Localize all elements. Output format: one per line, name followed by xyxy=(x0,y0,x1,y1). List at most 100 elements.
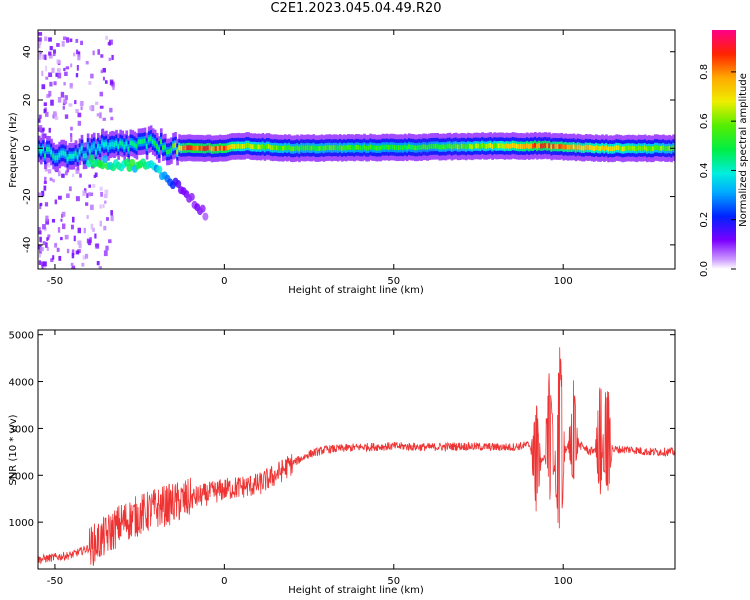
spectrogram-cell xyxy=(50,149,53,155)
spectrogram-cell xyxy=(312,145,316,150)
spectrogram-cell xyxy=(188,145,192,150)
spectrogram-frame xyxy=(37,29,676,270)
spectrogram-cell xyxy=(196,145,200,151)
spectrogram-cell xyxy=(590,145,594,151)
spectrogram-cell xyxy=(121,141,124,147)
spectrogram-cell xyxy=(656,145,659,151)
spectrogram-cell xyxy=(43,102,47,107)
spectrogram-cell xyxy=(88,192,91,197)
spectrogram-cell xyxy=(38,39,42,46)
spectrogram-cell xyxy=(102,117,106,121)
spectrogram-cell xyxy=(90,204,94,210)
spectrogram-cell xyxy=(460,143,464,149)
y-tick-label: -40 xyxy=(22,237,33,253)
spectrogram-cell xyxy=(105,141,108,147)
spectrogram-cell xyxy=(580,145,584,151)
spectrogram-cell xyxy=(43,108,47,114)
spectrogram-cell xyxy=(88,184,92,188)
spectrogram-x-ticks: -50 0 50 100 xyxy=(47,30,573,287)
spectrogram-cell xyxy=(105,35,109,40)
spectrogram-cell xyxy=(468,144,472,149)
spectrogram-cell xyxy=(64,114,69,119)
spectrogram-cell xyxy=(65,66,70,70)
spectrogram-cell xyxy=(320,145,324,151)
spectrogram-cell xyxy=(82,190,86,196)
spectrogram-cell xyxy=(190,145,194,151)
spectrogram-cell xyxy=(462,143,466,149)
spectrogram-cell xyxy=(40,247,44,252)
spectrogram-cell xyxy=(562,144,566,150)
spectrogram-cell xyxy=(60,91,65,98)
spectrogram-cell xyxy=(62,105,65,110)
spectrogram-cell xyxy=(347,144,350,150)
spectrogram-cell xyxy=(43,180,47,184)
spectrogram-cell xyxy=(102,155,109,164)
spectrogram-cell xyxy=(672,145,675,151)
spectrogram-cell xyxy=(75,38,79,43)
spectrogram-cell xyxy=(166,149,169,155)
spectrogram-cell xyxy=(92,50,95,56)
spectrogram-y-label: Frequency (Hz) xyxy=(8,112,19,188)
spectrogram-cell xyxy=(420,145,423,151)
spectrogram-cell xyxy=(334,145,338,151)
spectrogram-cell xyxy=(57,72,62,79)
spectrogram-cell xyxy=(88,106,92,110)
spectrogram-cell xyxy=(182,145,185,151)
spectrogram-cell xyxy=(519,143,523,149)
spectrogram-cell xyxy=(377,145,381,151)
spectrogram-cell xyxy=(76,64,79,71)
spectrogram-cell xyxy=(47,236,50,240)
spectrogram-cell xyxy=(473,143,476,149)
spectrogram-cell xyxy=(458,144,462,150)
spectrogram-cell xyxy=(570,144,574,150)
colorbar: 0.0 0.2 0.4 0.6 0.8 Normalized spectral ampl… xyxy=(699,30,749,277)
spectrogram-cell xyxy=(58,195,62,200)
spectrogram-cell xyxy=(77,112,82,118)
spectrogram-cell xyxy=(298,146,301,152)
spectrogram-cell xyxy=(202,146,206,152)
spectrogram-cell xyxy=(111,54,114,60)
x-tick-label: 0 xyxy=(221,576,227,587)
spectrogram-cell xyxy=(635,146,639,152)
spectrogram-cell xyxy=(208,145,212,151)
spectrogram-cell xyxy=(223,145,226,151)
spectrogram-cell xyxy=(483,143,486,149)
spectrogram-panel: -50 0 50 100 -40 -20 0 20 40 Height of straight… xyxy=(8,29,676,296)
spectrogram-cell xyxy=(44,153,47,159)
spectrogram-cell xyxy=(385,144,389,150)
spectrogram-cell xyxy=(38,244,42,250)
spectrogram-cell xyxy=(149,136,153,142)
spectrogram-cell xyxy=(38,37,42,42)
spectrogram-cell xyxy=(80,145,84,151)
spectrogram-cell xyxy=(90,223,94,230)
spectrogram-cell xyxy=(603,146,606,152)
spectrogram-cell xyxy=(544,142,547,148)
colorbar-tick-label: 0.8 xyxy=(699,64,710,80)
y-tick-label: -20 xyxy=(22,188,33,204)
spectrogram-cell xyxy=(100,191,103,197)
spectrogram-cell xyxy=(164,144,167,150)
spectrogram-cell xyxy=(54,155,57,161)
spectrogram-cell xyxy=(523,144,527,150)
spectrogram-cell xyxy=(75,73,79,78)
spectrogram-cell xyxy=(521,144,525,149)
spectrogram-cell xyxy=(41,261,45,267)
spectrogram-cell xyxy=(623,146,627,151)
spectrogram-cell xyxy=(361,145,364,151)
spectrogram-cell xyxy=(103,142,106,148)
spectrogram-cell xyxy=(605,145,608,151)
x-tick-label: -50 xyxy=(47,576,63,587)
spectrogram-cell xyxy=(542,143,545,149)
spectrogram-cell xyxy=(662,145,665,151)
spectrogram-cell xyxy=(546,143,549,149)
spectrogram-cell xyxy=(434,143,438,149)
spectrogram-cell xyxy=(71,253,75,259)
spectrogram-cell xyxy=(110,210,113,216)
spectrogram-cell xyxy=(115,140,118,146)
spectrogram-cell xyxy=(63,67,66,72)
spectrogram-cell xyxy=(389,144,393,150)
x-tick-label: 50 xyxy=(387,576,400,587)
spectrogram-cell xyxy=(51,67,55,73)
spectrogram-cell xyxy=(619,145,623,151)
spectrogram-cell xyxy=(505,143,509,149)
